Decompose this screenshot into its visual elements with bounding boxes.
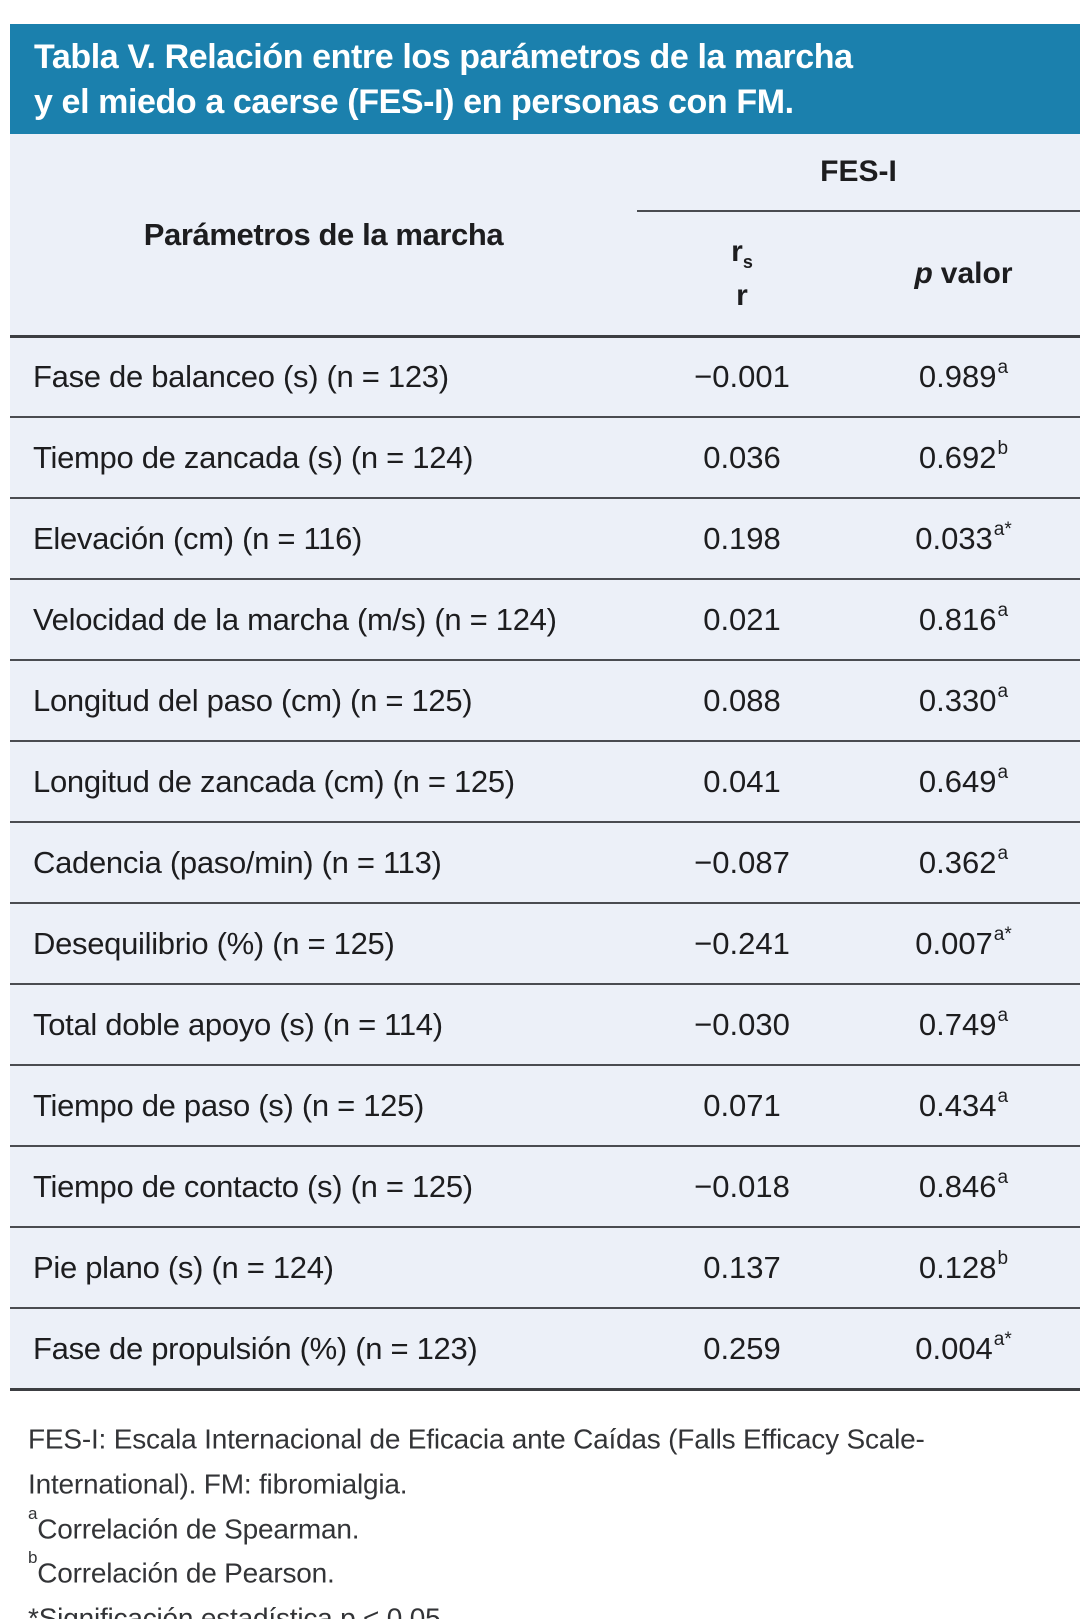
table-row: Longitud de zancada (cm) (n = 125) 0.041… [10,740,1080,821]
row-label: Longitud del paso (cm) (n = 125) [33,682,473,718]
p-superscript: a [997,842,1009,864]
r-value: −0.241 [694,925,790,961]
p-value: 0.004 a* [915,1328,1012,1366]
r-symbol-line: rs [731,235,753,272]
footnote-text: *Significación estadística p < 0.05. [28,1602,449,1619]
footnote-line: aCorrelación de Spearman. [28,1504,1058,1549]
p-superscript: a [997,1166,1009,1188]
row-label: Velocidad de la marcha (m/s) (n = 124) [33,601,557,637]
footnote-text: International). FM: fibromialgia. [28,1468,408,1500]
r-column-header: rs r [637,212,847,335]
table-row: Tiempo de contacto (s) (n = 125) −0.018 … [10,1145,1080,1226]
correlation-table: Parámetros de la marcha FES-I rs r p val… [10,134,1080,1391]
table-row: Pie plano (s) (n = 124) 0.137 0.128 b [10,1226,1080,1307]
r-value: −0.030 [694,1006,790,1042]
table-row: Elevación (cm) (n = 116) 0.198 0.033 a* [10,497,1080,578]
param-column-header: Parámetros de la marcha [143,216,504,252]
p-value: 0.989 a [918,357,1009,394]
footnote-superscript: a [28,1503,38,1523]
footnote-superscript: b [28,1548,38,1568]
table-row: Velocidad de la marcha (m/s) (n = 124) 0… [10,578,1080,659]
table-row: Desequilibrio (%) (n = 125) −0.241 0.007… [10,902,1080,983]
table-row: Fase de propulsión (%) (n = 123) 0.259 0… [10,1307,1080,1388]
footnote-line: bCorrelación de Pearson. [28,1548,1058,1593]
p-superscript: a [997,1004,1009,1026]
fesi-header-group: FES-I rs r p valor [637,134,1080,335]
r-value: 0.259 [703,1330,781,1366]
subheader-row: rs r p valor [637,212,1080,335]
fesi-group-header: FES-I [637,134,1080,212]
p-value: 0.128 b [918,1247,1009,1285]
table-header-row: Parámetros de la marcha FES-I rs r p val… [10,134,1080,335]
footnote-line: International). FM: fibromialgia. [28,1459,1058,1504]
row-label: Longitud de zancada (cm) (n = 125) [33,763,515,799]
row-label: Tiempo de zancada (s) (n = 124) [33,439,474,475]
row-label: Tiempo de contacto (s) (n = 125) [33,1168,473,1204]
footnotes: FES-I: Escala Internacional de Eficacia … [28,1414,1058,1619]
p-superscript: a [997,599,1009,621]
table-title-line2: y el miedo a caerse (FES-I) en personas … [34,83,794,121]
table-row: Cadencia (paso/min) (n = 113) −0.087 0.3… [10,821,1080,902]
p-value: 0.362 a [918,842,1009,880]
p-superscript: a [997,761,1009,783]
footnote-text: Correlación de Pearson. [37,1557,335,1589]
r-value: 0.137 [703,1249,781,1285]
p-value: 0.649 a [918,761,1009,799]
table-row: Fase de balanceo (s) (n = 123) −0.001 0.… [10,335,1080,416]
r-value: 0.088 [703,682,781,718]
table-row: Tiempo de zancada (s) (n = 124) 0.036 0.… [10,416,1080,497]
r-value: 0.071 [703,1087,781,1123]
p-superscript: b [997,437,1009,459]
p-superscript: a [997,357,1009,378]
p-value: 0.816 a [918,599,1009,637]
p-superscript: b [997,1247,1009,1269]
row-label: Tiempo de paso (s) (n = 125) [33,1087,425,1123]
r-value: 0.036 [703,439,781,475]
row-label: Desequilibrio (%) (n = 125) [33,925,395,961]
r-symbol-line2: r [736,279,748,312]
p-column-header: p valor [847,212,1080,335]
table-title-bar: Tabla V. Relación entre los parámetros d… [10,24,1080,134]
p-superscript: a* [993,1328,1012,1350]
row-label: Pie plano (s) (n = 124) [33,1249,334,1285]
table-row: Longitud del paso (cm) (n = 125) 0.088 0… [10,659,1080,740]
p-value: 0.434 a [918,1085,1009,1123]
row-label: Fase de balanceo (s) (n = 123) [33,359,449,394]
footnote-line: FES-I: Escala Internacional de Eficacia … [28,1414,1058,1459]
p-value: 0.033 a* [915,518,1012,556]
row-label: Elevación (cm) (n = 116) [33,520,363,556]
footnote-text: FES-I: Escala Internacional de Eficacia … [28,1423,925,1455]
p-superscript: a [997,680,1009,702]
r-value: 0.041 [703,763,781,799]
p-label: valor [940,256,1013,290]
r-value: −0.018 [694,1168,790,1204]
row-label: Fase de propulsión (%) (n = 123) [33,1330,478,1366]
row-label: Total doble apoyo (s) (n = 114) [33,1006,443,1042]
r-value: 0.021 [703,601,781,637]
p-superscript: a* [993,518,1012,540]
p-value: 0.846 a [918,1166,1009,1204]
p-symbol: p [914,256,933,290]
table-title-line1: Tabla V. Relación entre los parámetros d… [34,38,853,76]
p-superscript: a* [993,923,1012,945]
r-value: −0.001 [694,359,790,394]
r-value: −0.087 [694,844,790,880]
p-value: 0.692 b [918,437,1009,475]
table-row: Total doble apoyo (s) (n = 114) −0.030 0… [10,983,1080,1064]
table-row: Tiempo de paso (s) (n = 125) 0.071 0.434… [10,1064,1080,1145]
footnote-text: Correlación de Spearman. [37,1512,360,1544]
footnote-line: *Significación estadística p < 0.05. [28,1593,1058,1619]
row-label: Cadencia (paso/min) (n = 113) [33,844,442,880]
r-value: 0.198 [703,520,781,556]
p-value: 0.749 a [918,1004,1009,1042]
p-value: 0.330 a [918,680,1009,718]
p-value: 0.007 a* [915,923,1012,961]
p-superscript: a [997,1085,1009,1107]
